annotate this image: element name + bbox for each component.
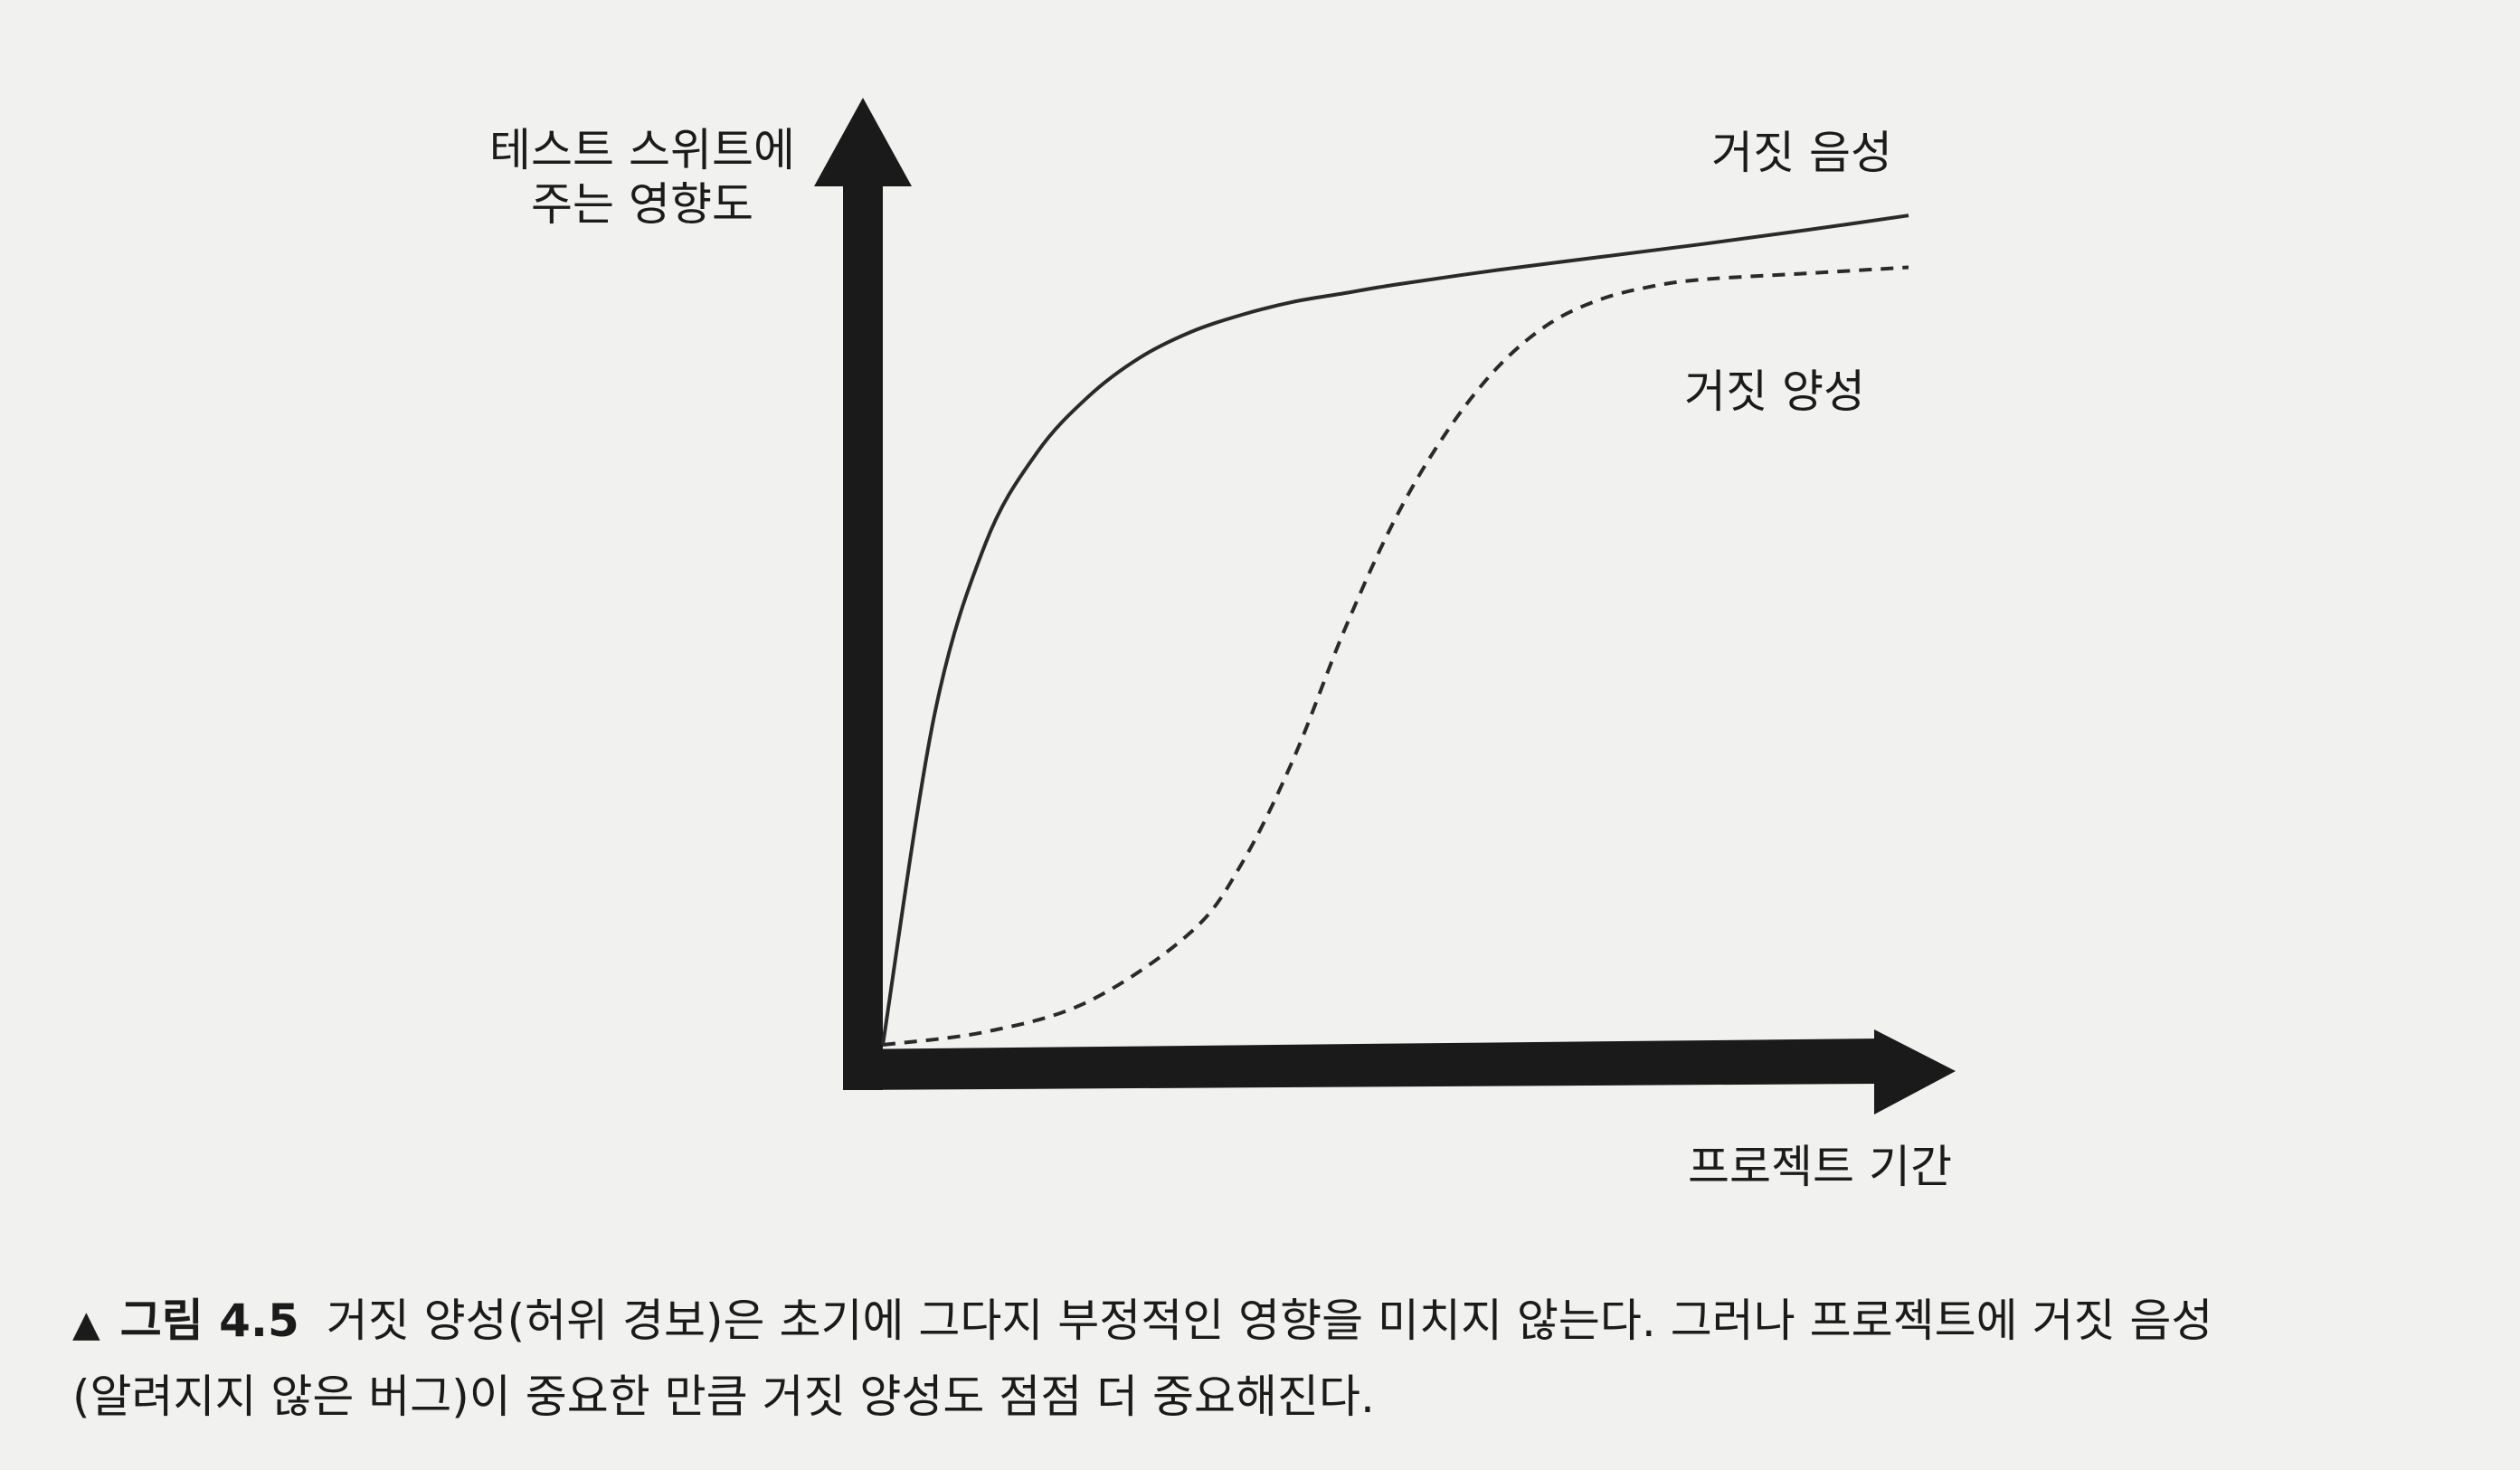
x-axis-label: 프로젝트 기간 bbox=[1688, 1141, 1952, 1193]
y-axis-label-line2: 주는 영향도 bbox=[531, 178, 753, 231]
x-axis-shaft bbox=[843, 1038, 1881, 1090]
x-axis-arrowhead bbox=[1874, 1029, 1956, 1114]
series-line-false-negative bbox=[881, 213, 1909, 1046]
series-lines bbox=[881, 213, 1909, 1047]
caption-text-1: 거짓 양성(허위 경보)은 초기에 그다지 부정적인 영향을 미치지 않는다. … bbox=[326, 1295, 2213, 1347]
figure-caption: ▲ 그림 4.5 거짓 양성(허위 경보)은 초기에 그다지 부정적인 영향을 미치… bbox=[72, 1285, 2460, 1433]
caption-line-2: (알려지지 않은 버그)이 중요한 만큼 거짓 양성도 점점 더 중요해진다. bbox=[72, 1370, 1375, 1423]
y-axis-label-line1: 테스트 스위트에 bbox=[489, 124, 795, 176]
series-line-false-positive bbox=[882, 265, 1909, 1047]
y-axis-shaft bbox=[843, 181, 883, 1090]
y-axis-arrowhead bbox=[814, 98, 912, 186]
caption-figure-label: 그림 4.5 bbox=[119, 1295, 299, 1347]
series-label-false-positive: 거짓 양성 bbox=[1684, 365, 1865, 418]
caption-triangle-marker: ▲ bbox=[72, 1304, 100, 1345]
axes bbox=[814, 98, 1956, 1114]
series-label-false-negative: 거짓 음성 bbox=[1711, 127, 1892, 179]
caption-line-1: ▲ 그림 4.5 거짓 양성(허위 경보)은 초기에 그다지 부정적인 영향을 미치… bbox=[72, 1285, 2460, 1361]
